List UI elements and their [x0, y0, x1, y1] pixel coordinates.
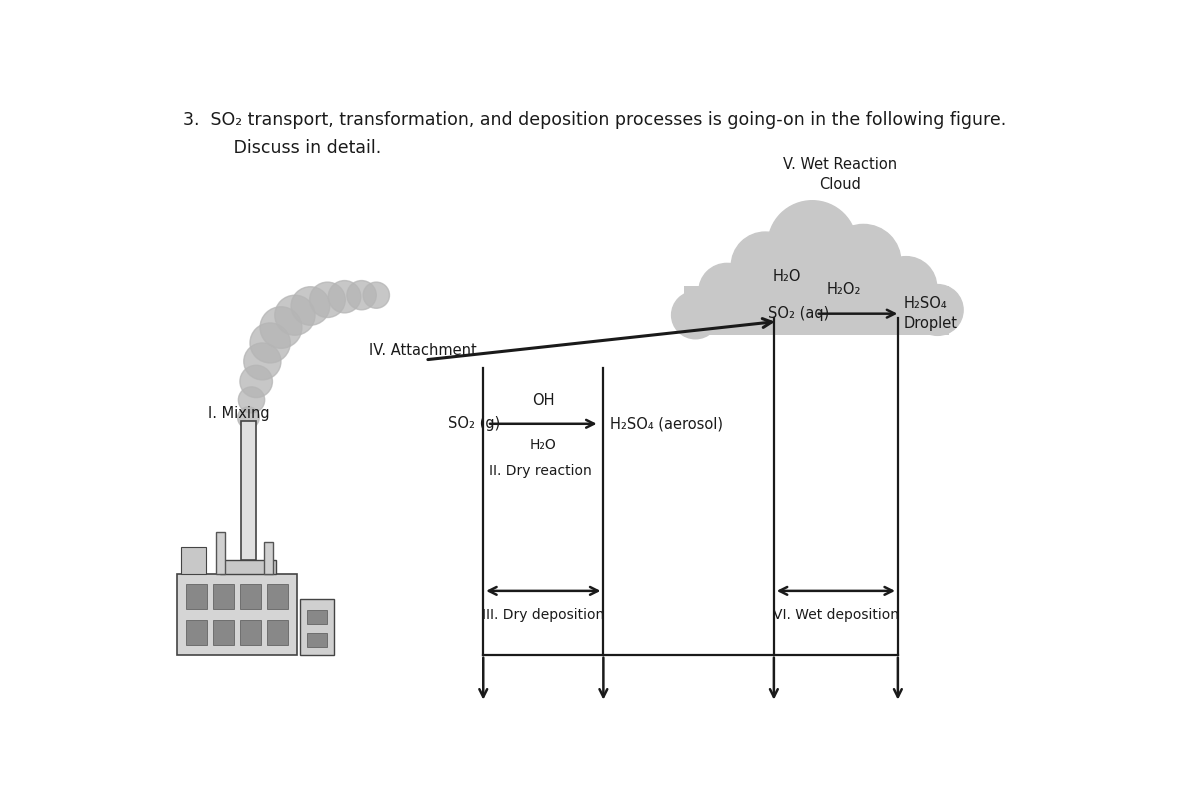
Text: VI. Wet deposition: VI. Wet deposition	[773, 608, 899, 622]
Bar	[240, 584, 262, 609]
Circle shape	[826, 224, 901, 299]
Circle shape	[875, 257, 937, 318]
Bar	[240, 620, 262, 645]
Bar	[186, 620, 208, 645]
Bar	[268, 584, 288, 609]
Bar	[178, 574, 298, 655]
Circle shape	[250, 323, 290, 363]
Circle shape	[672, 291, 719, 339]
Circle shape	[912, 285, 964, 335]
Bar	[307, 634, 326, 647]
Circle shape	[698, 263, 755, 319]
Circle shape	[760, 251, 830, 322]
Circle shape	[244, 343, 281, 380]
Bar	[684, 286, 949, 335]
Text: H₂O₂: H₂O₂	[827, 282, 860, 297]
Circle shape	[364, 282, 390, 308]
Bar	[300, 599, 335, 655]
Circle shape	[240, 365, 272, 397]
Circle shape	[292, 286, 330, 326]
Text: H₂SO₄
Droplet: H₂SO₄ Droplet	[904, 296, 958, 331]
Text: H₂O: H₂O	[773, 270, 802, 284]
Circle shape	[768, 201, 857, 289]
Bar	[268, 620, 288, 645]
Bar	[181, 547, 206, 574]
Circle shape	[329, 281, 361, 313]
Text: III. Dry deposition: III. Dry deposition	[482, 608, 605, 622]
Text: II. Dry reaction: II. Dry reaction	[490, 464, 593, 478]
Circle shape	[310, 282, 346, 318]
Text: H₂SO₄ (aerosol): H₂SO₄ (aerosol)	[610, 417, 722, 431]
Bar	[186, 584, 208, 609]
Circle shape	[260, 306, 302, 348]
Bar	[307, 610, 326, 624]
Circle shape	[347, 281, 377, 310]
Bar	[241, 421, 256, 560]
Text: OH: OH	[532, 393, 554, 409]
Text: 3.  SO₂ transport, transformation, and deposition processes is going-on in the f: 3. SO₂ transport, transformation, and de…	[182, 111, 1006, 129]
Circle shape	[275, 295, 316, 335]
Text: V. Wet Reaction
Cloud: V. Wet Reaction Cloud	[782, 157, 896, 192]
Bar	[220, 560, 276, 574]
Text: SO₂ (aq): SO₂ (aq)	[768, 306, 829, 321]
Bar	[264, 542, 274, 574]
Text: SO₂ (g): SO₂ (g)	[449, 417, 500, 431]
Text: H₂O: H₂O	[530, 437, 557, 452]
Bar	[214, 620, 234, 645]
Circle shape	[239, 387, 265, 413]
Circle shape	[806, 245, 875, 313]
Text: IV. Attachment: IV. Attachment	[370, 343, 478, 358]
Bar	[214, 584, 234, 609]
Text: I. Mixing: I. Mixing	[209, 406, 270, 421]
Circle shape	[238, 407, 259, 429]
Text: Discuss in detail.: Discuss in detail.	[206, 139, 382, 157]
Bar	[216, 531, 226, 574]
Circle shape	[731, 232, 799, 300]
